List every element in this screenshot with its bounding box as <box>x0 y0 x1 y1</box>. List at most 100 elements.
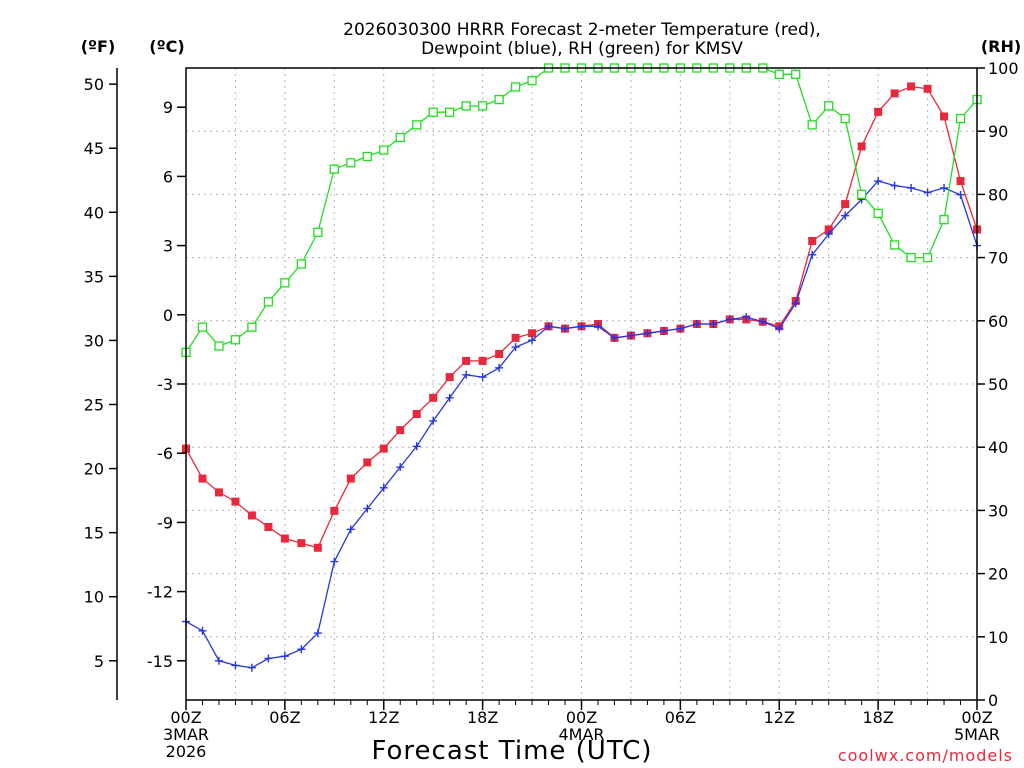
dewpoint-point <box>841 211 850 220</box>
fahrenheit-axis-unit: (ºF) <box>81 37 116 56</box>
x-tick-label: 00Z <box>961 708 992 727</box>
temperature-point <box>841 200 850 209</box>
temperature-point <box>824 225 833 234</box>
dewpoint-point <box>247 663 256 672</box>
rh-tick-label: 80 <box>988 185 1008 204</box>
dewpoint-point <box>544 322 553 331</box>
rh-point <box>873 208 883 219</box>
temperature-point <box>907 82 916 91</box>
rh-point <box>889 240 900 250</box>
celsius-tick-label: -6 <box>157 444 173 463</box>
celsius-tick-label: -9 <box>157 513 173 532</box>
dewpoint-point <box>379 483 388 492</box>
rh-tick-label: 50 <box>988 375 1008 394</box>
rh-point <box>197 322 208 332</box>
temperature-point <box>396 426 405 435</box>
temperature-point <box>346 474 355 483</box>
temperature-point <box>264 523 273 532</box>
rh-point <box>840 113 850 124</box>
dewpoint-point <box>396 463 405 472</box>
dewpoint-point <box>313 629 322 638</box>
temperature-point <box>495 350 504 359</box>
x-tick-label: 5MAR <box>954 725 1000 744</box>
dewpoint-point <box>264 654 273 663</box>
temperature-point <box>247 511 256 520</box>
rh-point <box>824 101 834 111</box>
credit-text: coolwx.com/models <box>838 746 1013 765</box>
rh-point <box>379 145 389 155</box>
celsius-tick-label: 9 <box>163 98 173 117</box>
rh-point <box>329 164 339 174</box>
temperature-point <box>445 373 454 382</box>
fahrenheit-tick-label: 5 <box>94 652 104 671</box>
dewpoint-point <box>577 322 586 331</box>
dewpoint-point <box>709 320 718 329</box>
rh-point <box>774 69 784 79</box>
dewpoint-point <box>643 329 652 338</box>
dewpoint-point <box>231 661 240 670</box>
x-tick-label: 18Z <box>467 708 498 727</box>
fahrenheit-tick-label: 45 <box>84 139 104 158</box>
dewpoint-point <box>907 183 916 192</box>
rh-tick-label: 30 <box>988 501 1008 520</box>
x-tick-label: 00Z <box>566 708 597 727</box>
temperature-point <box>313 543 322 552</box>
dewpoint-point <box>561 324 570 333</box>
fahrenheit-tick-label: 30 <box>84 331 104 350</box>
x-tick-label: 06Z <box>665 708 696 727</box>
rh-point <box>906 252 916 263</box>
dewpoint-point <box>593 322 602 331</box>
celsius-tick-label: -3 <box>157 375 173 394</box>
celsius-axis-unit: (ºC) <box>149 37 184 56</box>
temperature-point <box>231 497 240 506</box>
rh-tick-label: 60 <box>988 312 1008 331</box>
rh-point <box>527 75 537 86</box>
dewpoint-point <box>528 336 537 345</box>
temperature-point <box>478 356 487 365</box>
dewpoint-point <box>808 250 817 259</box>
rh-point <box>230 335 241 345</box>
rh-point <box>395 132 405 143</box>
rh-tick-label: 0 <box>988 691 998 710</box>
dewpoint-point <box>791 299 800 308</box>
dewpoint-point <box>198 626 207 635</box>
dewpoint-point <box>214 656 223 665</box>
dewpoint-point <box>297 645 306 654</box>
temperature-point <box>923 84 932 93</box>
rh-point <box>313 227 323 237</box>
rh-point <box>445 107 455 117</box>
x-tick-label: 12Z <box>368 708 399 727</box>
temperature-point <box>330 506 339 515</box>
temperature-point <box>956 177 965 186</box>
fahrenheit-tick-label: 10 <box>84 588 104 607</box>
temperature-point <box>412 409 421 418</box>
fahrenheit-tick-label: 20 <box>84 460 104 479</box>
temperature-point <box>857 142 866 151</box>
dewpoint-point <box>445 393 454 402</box>
dewpoint-point <box>923 188 932 197</box>
dewpoint-point <box>659 326 668 335</box>
rh-axis-unit: (RH) <box>981 37 1021 56</box>
dewpoint-point <box>725 315 734 324</box>
gridlines <box>186 68 977 700</box>
rh-tick-label: 40 <box>988 438 1008 457</box>
rh-tick-label: 90 <box>988 122 1008 141</box>
rh-point <box>922 252 933 263</box>
celsius-tick-label: 3 <box>163 237 173 256</box>
rh-tick-label: 10 <box>988 628 1008 647</box>
fahrenheit-tick-label: 25 <box>84 396 104 415</box>
fahrenheit-tick-label: 40 <box>84 203 104 222</box>
rh-point <box>263 297 274 307</box>
x-tick-label: 2026 <box>166 742 207 761</box>
dewpoint-point <box>280 652 289 661</box>
rh-point <box>428 107 438 117</box>
dewpoint-point <box>478 373 487 382</box>
rh-point <box>362 151 372 162</box>
rh-point <box>346 158 356 168</box>
x-tick-label: 00Z <box>170 708 201 727</box>
temperature-point <box>379 444 388 453</box>
x-tick-label: 4MAR <box>558 725 604 744</box>
axes-layer: -15 -12 -9 -6 -3 0 3 6 9 5 10 15 20 25 30 35 40 45 50 0 10 20… <box>84 59 1019 761</box>
rh-point <box>477 101 488 111</box>
